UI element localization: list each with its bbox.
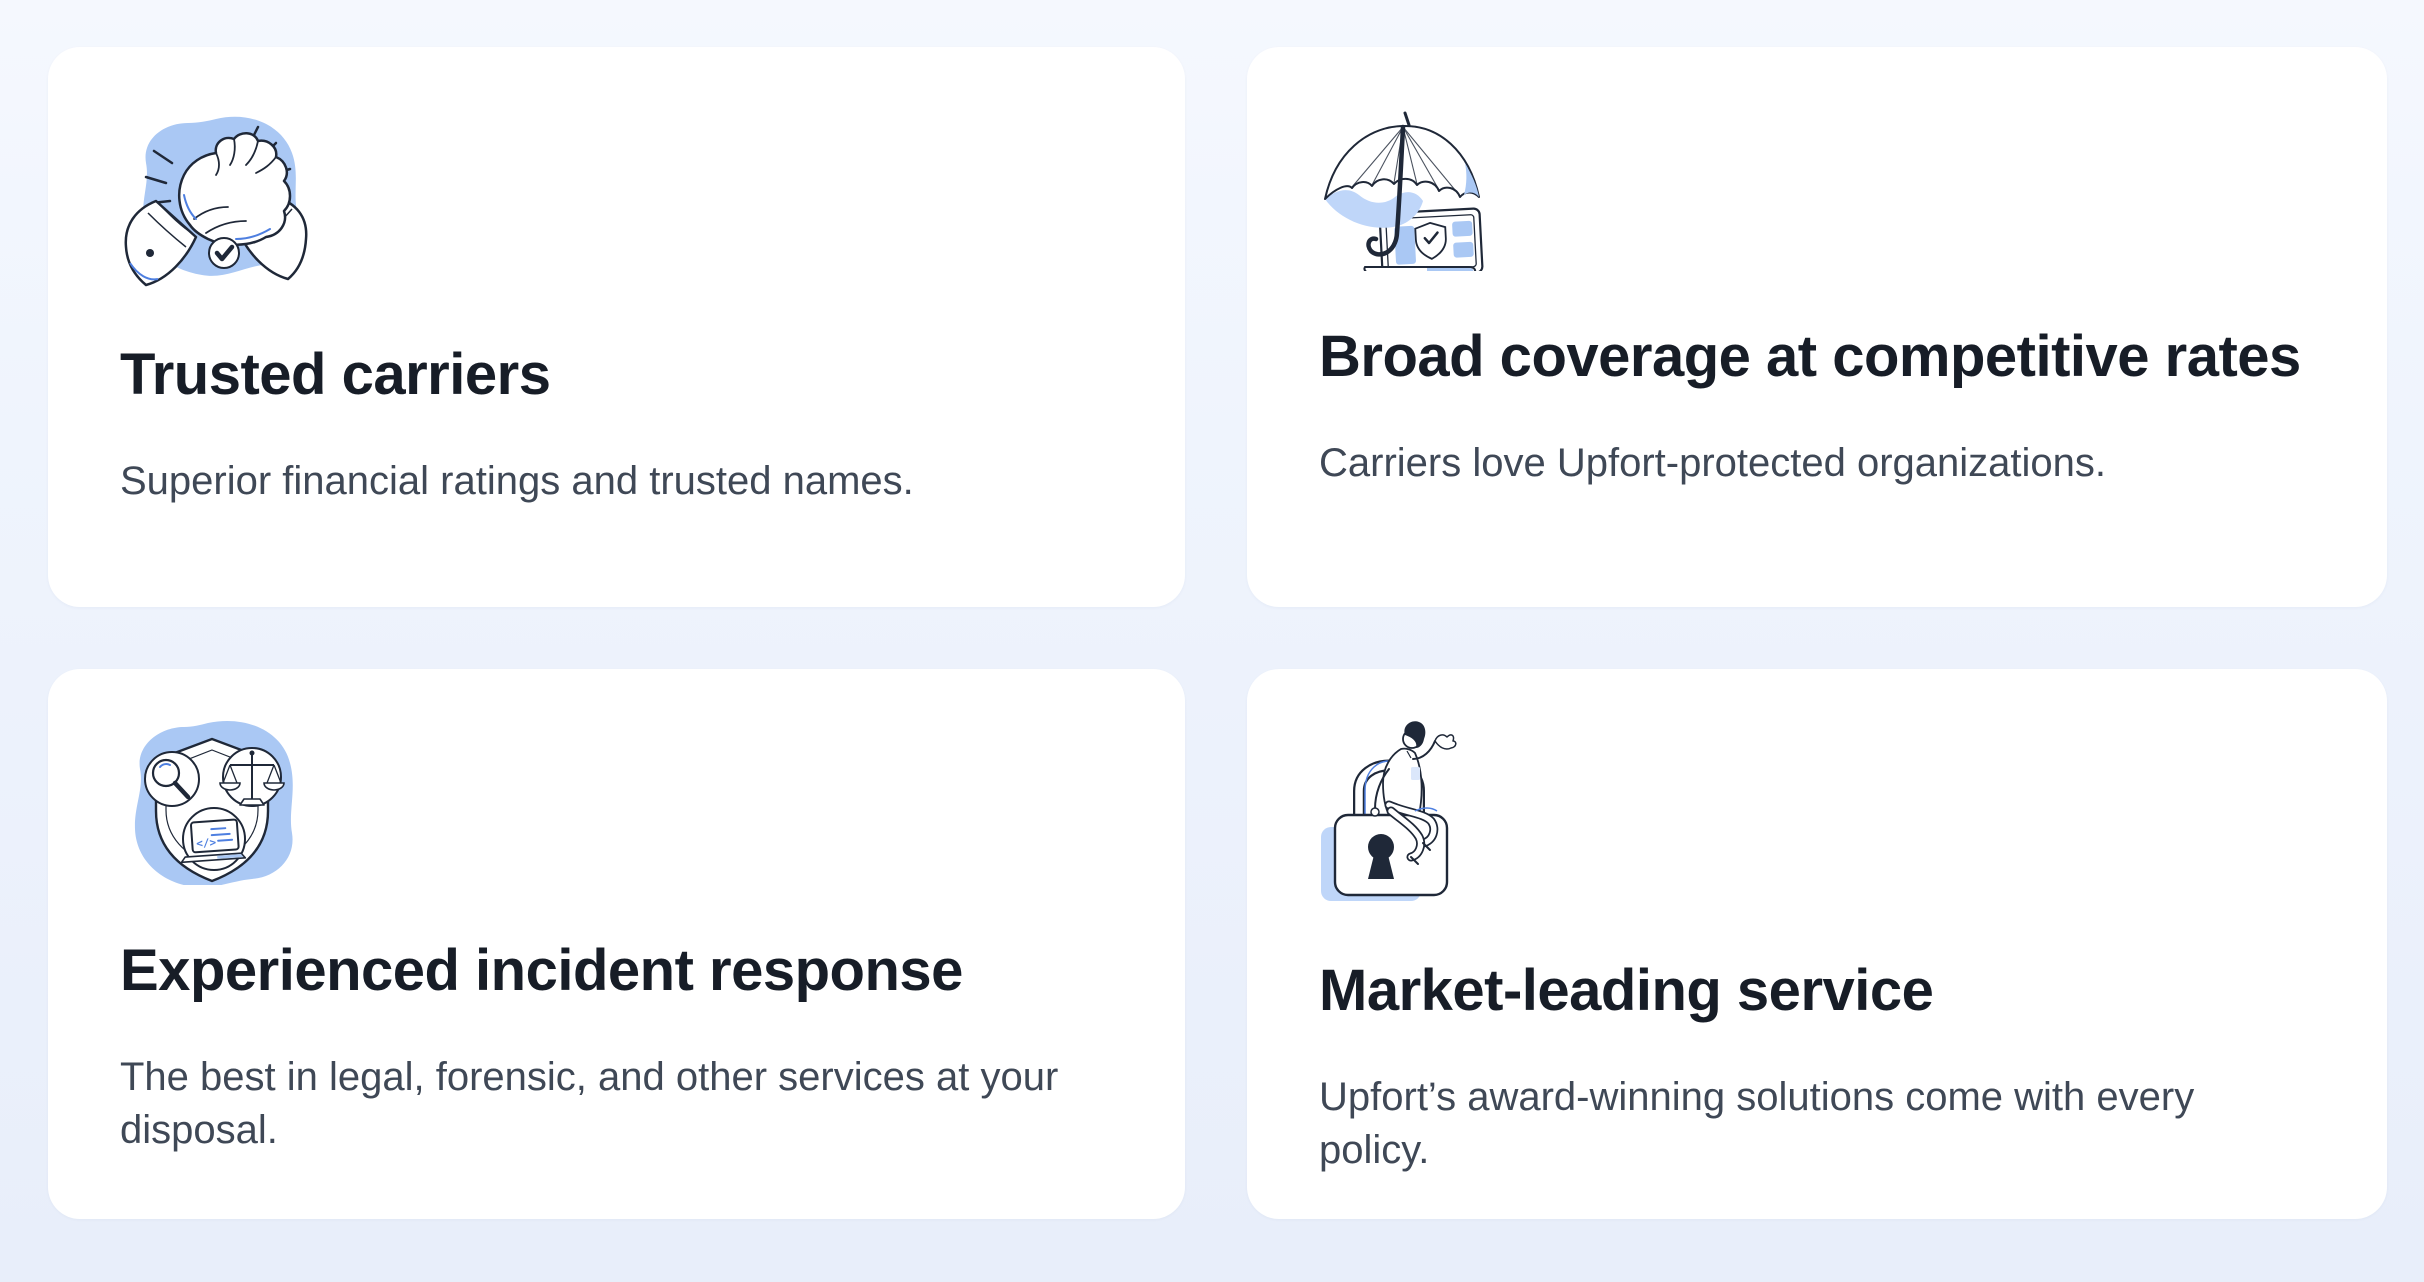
umbrella-laptop-icon — [1324, 111, 1484, 279]
svg-text:</>: </> — [196, 836, 217, 850]
shield-scales-magnifier-icon: </> — [134, 720, 293, 888]
card-title: Experienced incident response — [120, 938, 963, 1003]
card-title: Trusted carriers — [120, 342, 551, 407]
feature-card-broad-coverage: Broad coverage at competitive rates Carr… — [1247, 47, 2387, 607]
shield-scales-magnifier-icon: </> — [120, 715, 1113, 890]
feature-card-trusted-carriers: Trusted carriers Superior financial rati… — [48, 47, 1185, 607]
umbrella-laptop-icon — [1319, 107, 2315, 279]
person-on-padlock-icon — [1321, 721, 1457, 901]
feature-card-market-leading-service: Market-leading service Upfort’s award-wi… — [1247, 669, 2387, 1219]
card-title: Market-leading service — [1319, 958, 1934, 1023]
feature-card-incident-response: </> Experienced incident response The be… — [48, 669, 1185, 1219]
features-section: Trusted carriers Superior financial rati… — [48, 47, 2387, 1219]
handshake-check-icon — [124, 116, 308, 287]
handshake-check-icon — [120, 107, 1113, 294]
card-title: Broad coverage at competitive rates — [1319, 324, 2301, 389]
card-description: The best in legal, forensic, and other s… — [120, 1054, 1059, 1152]
person-on-padlock-icon — [1319, 715, 2315, 910]
card-description: Superior financial ratings and trusted n… — [120, 458, 914, 503]
card-description: Upfort’s award-winning solutions come wi… — [1319, 1074, 2195, 1172]
card-description: Carriers love Upfort-protected organizat… — [1319, 440, 2107, 485]
